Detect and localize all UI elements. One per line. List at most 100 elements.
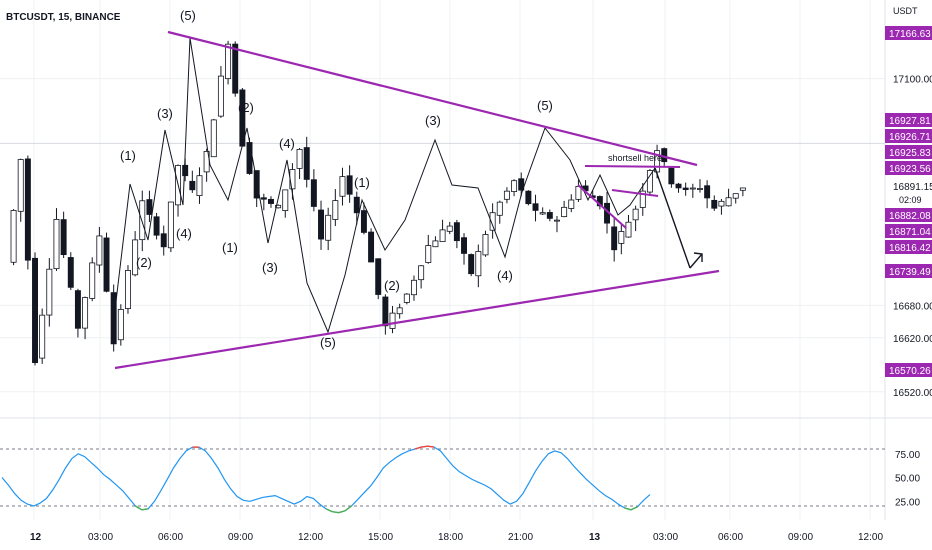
candle bbox=[546, 212, 553, 219]
price-badge-label: 16739.49 bbox=[889, 267, 931, 278]
candle bbox=[539, 212, 546, 215]
candle bbox=[432, 240, 439, 248]
wave-paths bbox=[111, 37, 703, 336]
projection-arrowhead bbox=[693, 252, 703, 262]
time-tick-label: 12:00 bbox=[298, 532, 323, 543]
candle bbox=[346, 175, 353, 195]
oscillator-overbought bbox=[414, 446, 422, 450]
wave-label: (3) bbox=[157, 106, 173, 121]
candle bbox=[425, 245, 432, 263]
candle bbox=[468, 254, 475, 275]
time-tick-label: 09:00 bbox=[788, 532, 813, 543]
candle bbox=[718, 200, 725, 207]
candle bbox=[125, 270, 131, 309]
wave-label: (2) bbox=[238, 100, 254, 115]
candle bbox=[32, 257, 39, 364]
time-tick-label: 03:00 bbox=[88, 532, 113, 543]
shortsell-annotation: shortsell here bbox=[608, 153, 662, 163]
candle bbox=[661, 148, 668, 163]
candle bbox=[74, 290, 81, 329]
candle bbox=[182, 164, 189, 177]
candle bbox=[296, 148, 303, 169]
candle bbox=[160, 233, 167, 248]
oscillator-oversold bbox=[630, 506, 638, 511]
wave-label: (3) bbox=[262, 260, 278, 275]
wave-label: (4) bbox=[497, 268, 513, 283]
candle bbox=[339, 176, 346, 197]
price-badge bbox=[885, 208, 932, 222]
candle bbox=[375, 258, 382, 295]
oscillator-tick-label: 25.00 bbox=[895, 497, 920, 508]
wave-label: (5) bbox=[180, 8, 196, 23]
oscillator-oversold bbox=[325, 508, 333, 513]
candle bbox=[153, 216, 160, 236]
price-badge bbox=[885, 26, 932, 40]
wave-label: (5) bbox=[537, 98, 553, 113]
wedge-line bbox=[577, 184, 627, 229]
candle bbox=[196, 175, 203, 196]
oscillator-oversold bbox=[141, 508, 149, 511]
wave-label: (1) bbox=[120, 148, 136, 163]
candle bbox=[60, 219, 67, 256]
currency-label: USDT bbox=[893, 6, 918, 16]
time-tick-label: 09:00 bbox=[228, 532, 253, 543]
wave-label: (2) bbox=[136, 255, 152, 270]
time-tick-label: 12:00 bbox=[858, 532, 883, 543]
price-badge-label: 16926.71 bbox=[889, 132, 931, 143]
candle bbox=[368, 231, 375, 263]
time-tick-label: 18:00 bbox=[438, 532, 463, 543]
candle bbox=[217, 75, 224, 117]
candle bbox=[682, 187, 689, 191]
candle bbox=[697, 188, 703, 190]
candle bbox=[732, 193, 739, 199]
wave-label: (2) bbox=[384, 278, 400, 293]
price-badge-label: 16570.26 bbox=[889, 366, 931, 377]
candle bbox=[82, 297, 89, 329]
price-badge-label: 16871.04 bbox=[889, 227, 931, 238]
candle bbox=[210, 119, 217, 158]
candle bbox=[525, 190, 532, 205]
candle bbox=[353, 196, 360, 214]
price-tick-label: 16520.00 bbox=[893, 388, 932, 399]
candle bbox=[275, 204, 282, 209]
candle bbox=[575, 186, 582, 200]
candle bbox=[561, 206, 568, 218]
candle bbox=[689, 187, 696, 190]
candle bbox=[511, 180, 518, 192]
candle bbox=[46, 268, 53, 316]
time-tick-label: 06:00 bbox=[158, 532, 183, 543]
candle bbox=[10, 210, 17, 263]
candle bbox=[167, 201, 174, 249]
candle bbox=[232, 43, 239, 94]
time-tick-label: 03:00 bbox=[653, 532, 678, 543]
projection-line bbox=[689, 253, 703, 269]
candles bbox=[10, 40, 746, 366]
candle bbox=[39, 314, 46, 359]
oscillator-tick-label: 50.00 bbox=[895, 474, 920, 485]
candle bbox=[332, 200, 339, 220]
wave-labels: (1) (2) (3) (4) (5) (1) (2) (3) (4) (5) (1) (2) (3) (… bbox=[120, 8, 553, 350]
price-tick-label: 16620.00 bbox=[893, 334, 932, 345]
time-tick-label: 15:00 bbox=[368, 532, 393, 543]
price-badge bbox=[885, 264, 932, 278]
wave-label: (3) bbox=[425, 113, 441, 128]
candle bbox=[253, 170, 260, 199]
candle bbox=[611, 226, 618, 251]
candle bbox=[646, 170, 653, 193]
candle bbox=[225, 43, 232, 80]
candle bbox=[382, 296, 389, 327]
candle bbox=[67, 257, 74, 288]
candle bbox=[132, 239, 139, 276]
candle bbox=[410, 279, 417, 296]
candle bbox=[461, 237, 468, 254]
price-badge-label: 16925.83 bbox=[889, 148, 931, 159]
grid bbox=[0, 0, 932, 520]
price-badge-label: 16927.81 bbox=[889, 116, 931, 127]
chart-title: BTCUSDT, 15, BINANCE bbox=[6, 12, 121, 23]
candle bbox=[518, 178, 525, 191]
last-price-label: 16891.15 bbox=[893, 182, 932, 193]
candle bbox=[725, 197, 732, 207]
wave-label: (5) bbox=[320, 335, 336, 350]
candle bbox=[704, 185, 711, 199]
